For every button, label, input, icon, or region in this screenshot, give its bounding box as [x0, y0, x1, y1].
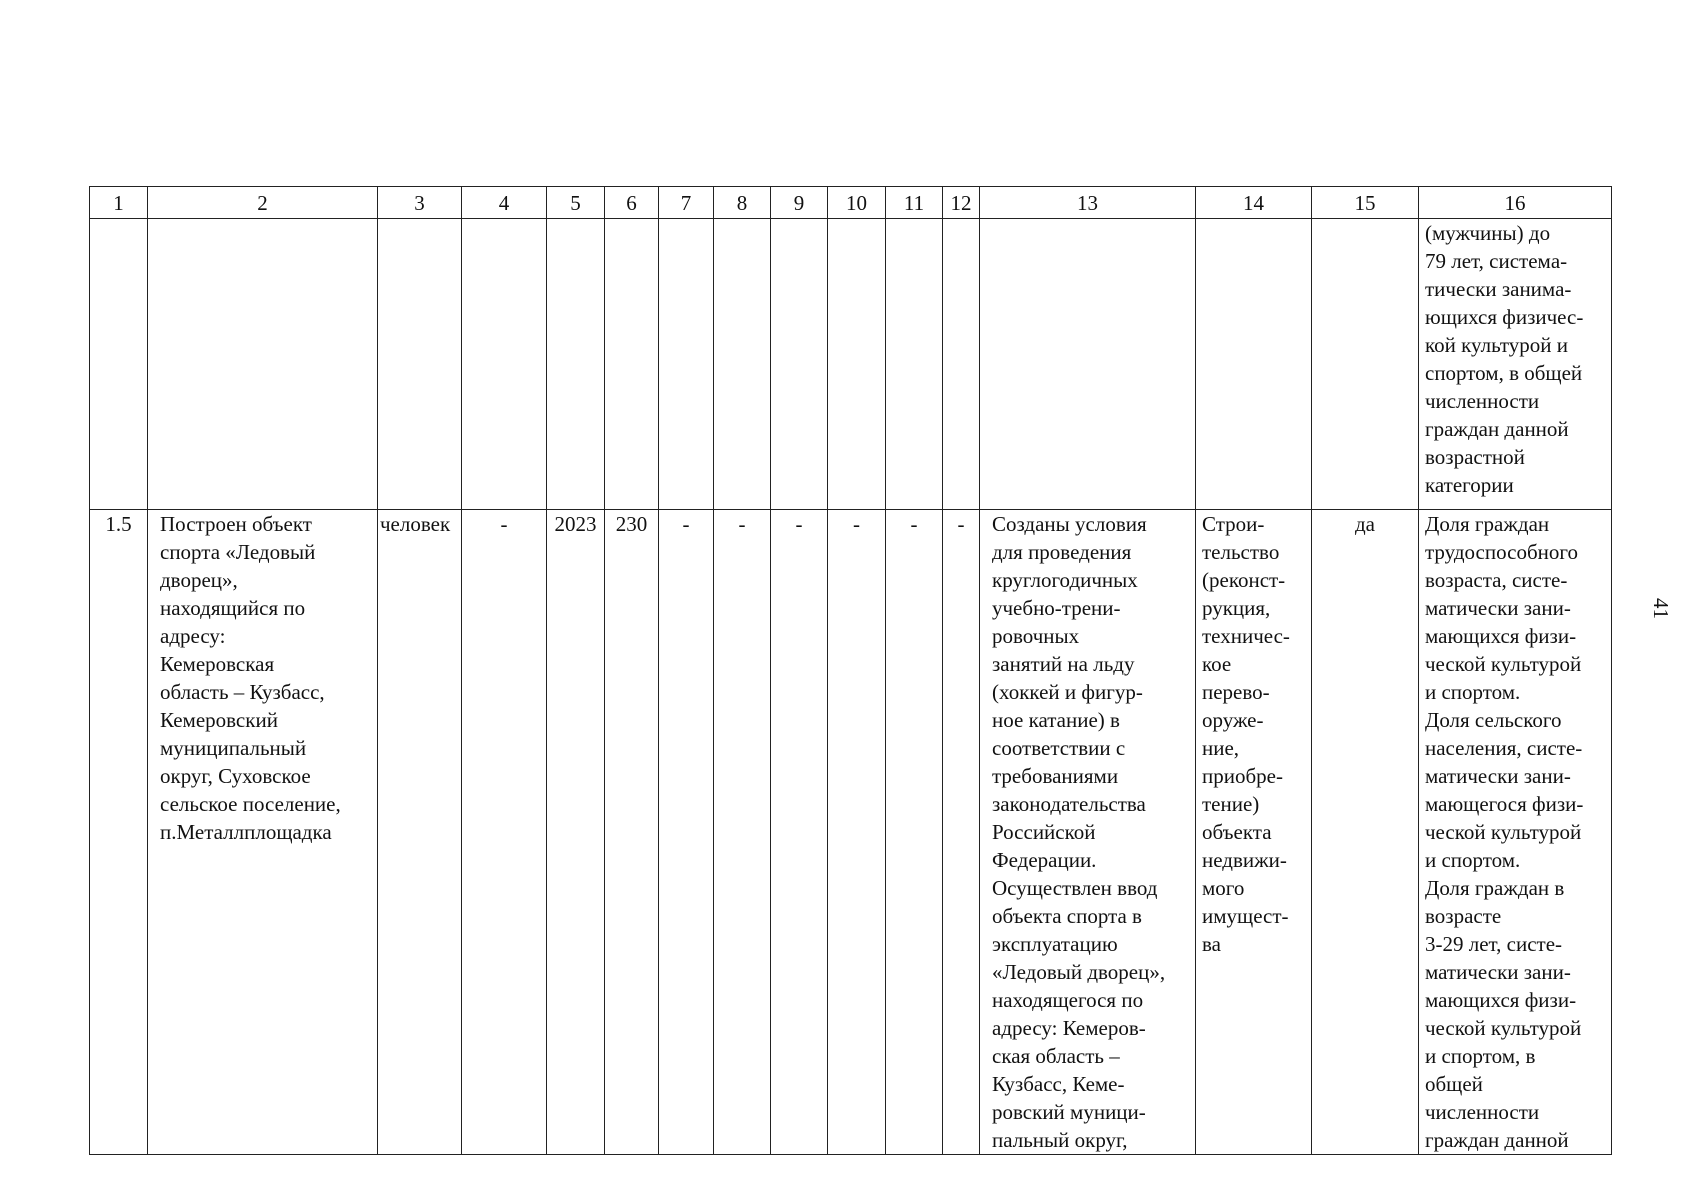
column-number-cell: 3 [377, 186, 462, 219]
column-number-row: 1 2 3 4 5 6 7 8 9 10 11 12 13 14 15 16 [89, 186, 1612, 219]
table-cell: - [770, 509, 828, 1155]
table-cell: Созданы условия для проведения круглогод… [979, 509, 1196, 1155]
table-cell: - [885, 509, 943, 1155]
table-cell [979, 218, 1196, 510]
table-cell [546, 218, 605, 510]
column-number-cell: 8 [713, 186, 771, 219]
column-number-cell: 16 [1418, 186, 1612, 219]
column-number-cell: 12 [942, 186, 980, 219]
table-cell: Строи- тельство (реконст- рукция, технич… [1195, 509, 1312, 1155]
column-number-cell: 11 [885, 186, 943, 219]
column-number-cell: 10 [827, 186, 886, 219]
page-number: 41 [1649, 598, 1673, 619]
table-cell [827, 218, 886, 510]
table-cell [1311, 218, 1419, 510]
table-cell: 1.5 [89, 509, 148, 1155]
table-cell: Построен объект спорта «Ледовый дворец»,… [147, 509, 378, 1155]
column-number-cell: 7 [658, 186, 714, 219]
table-cell [461, 218, 547, 510]
column-number-cell: 14 [1195, 186, 1312, 219]
table-cell: - [658, 509, 714, 1155]
table-cell [658, 218, 714, 510]
table-cell [377, 218, 462, 510]
table-cell: - [461, 509, 547, 1155]
column-number-cell: 13 [979, 186, 1196, 219]
table-row: (мужчины) до 79 лет, системa- тически за… [89, 218, 1612, 510]
column-number-cell: 4 [461, 186, 547, 219]
table-cell: 230 [604, 509, 659, 1155]
column-number-cell: 5 [546, 186, 605, 219]
table-cell [89, 218, 148, 510]
column-number-cell: 9 [770, 186, 828, 219]
column-number-cell: 2 [147, 186, 378, 219]
table-cell [604, 218, 659, 510]
table-cell: - [713, 509, 771, 1155]
column-number-cell: 15 [1311, 186, 1419, 219]
table-cell: человек [377, 509, 462, 1155]
table-row: 1.5 Построен объект спорта «Ледовый дворе… [89, 509, 1612, 1155]
table-cell [1195, 218, 1312, 510]
table-cell: (мужчины) до 79 лет, системa- тически за… [1418, 218, 1612, 510]
column-number-cell: 1 [89, 186, 148, 219]
table-cell [885, 218, 943, 510]
table-cell: Доля граждан трудоспособного возраста, с… [1418, 509, 1612, 1155]
table-cell: - [942, 509, 980, 1155]
table-cell: - [827, 509, 886, 1155]
table-cell: да [1311, 509, 1419, 1155]
column-number-cell: 6 [604, 186, 659, 219]
table-cell [770, 218, 828, 510]
table-cell [713, 218, 771, 510]
table-cell: 2023 [546, 509, 605, 1155]
table-cell [147, 218, 378, 510]
table-cell [942, 218, 980, 510]
indicators-table: 1 2 3 4 5 6 7 8 9 10 11 12 13 14 15 16 (мужчины) до 79 … [89, 186, 1612, 1155]
